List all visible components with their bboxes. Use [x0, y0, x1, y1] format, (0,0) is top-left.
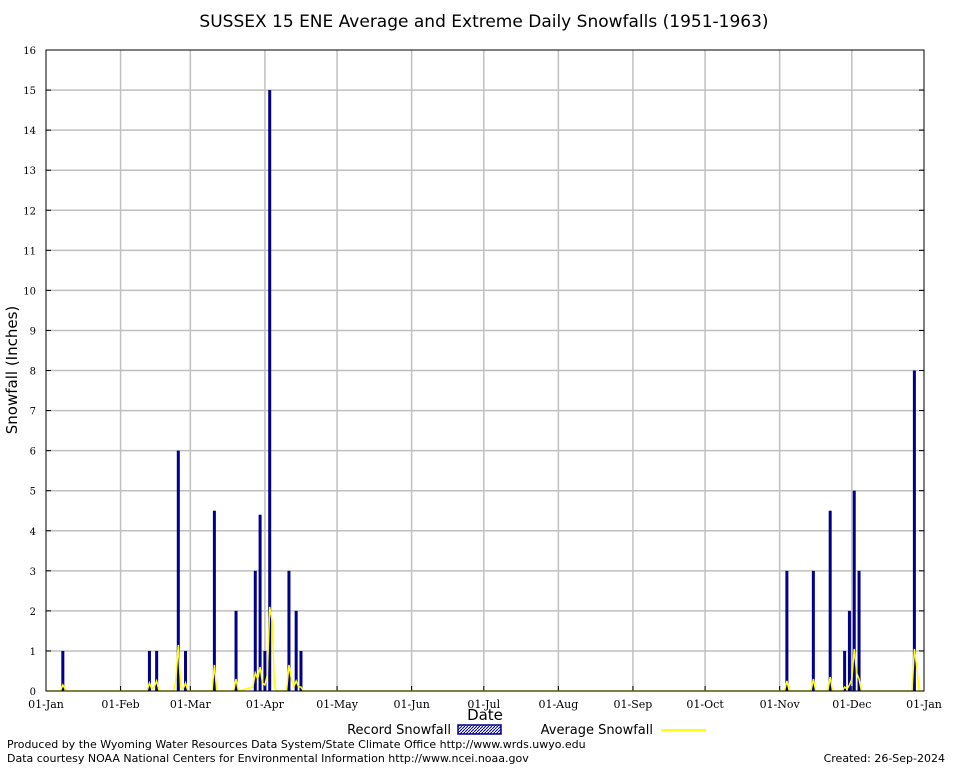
- record-snowfall-bar: [828, 510, 832, 691]
- y-axis-label: Snowfall (Inches): [3, 306, 21, 434]
- x-axis-label: Date: [467, 706, 503, 724]
- x-tick-label: 01-Feb: [101, 698, 139, 711]
- x-tick-label: 01-Jun: [393, 698, 429, 711]
- record-snowfall-bar: [847, 610, 851, 691]
- record-snowfall-bar: [263, 650, 267, 691]
- y-tick-label: 16: [23, 46, 36, 57]
- record-snowfall-bar: [253, 570, 257, 691]
- y-tick-label: 2: [30, 607, 36, 618]
- record-snowfall-bar: [61, 650, 65, 691]
- x-tick-label: 01-Mar: [170, 698, 212, 711]
- x-tick-label: 01-Jul: [467, 698, 500, 711]
- y-tick-label: 6: [30, 447, 36, 458]
- y-tick-label: 8: [30, 367, 36, 378]
- x-tick-label: 01-Oct: [686, 698, 724, 711]
- y-tick-label: 12: [23, 206, 36, 217]
- record-snowfall-bar: [234, 610, 238, 691]
- record-snowfall-bar: [852, 490, 856, 691]
- x-tick-label: 01-Dec: [832, 698, 871, 711]
- record-snowfall-bar: [147, 650, 151, 691]
- legend-average-label: Average Snowfall: [541, 723, 653, 738]
- record-snowfall-bar: [287, 570, 291, 691]
- plot-frame: [45, 49, 925, 692]
- legend: Record Snowfall Average Snowfall: [347, 723, 706, 738]
- footer-data-courtesy: Data courtesy NOAA National Centers for …: [7, 752, 529, 765]
- chart-title: SUSSEX 15 ENE Average and Extreme Daily …: [199, 12, 768, 32]
- record-snowfall-bar: [912, 370, 916, 691]
- y-tick-label: 13: [23, 166, 36, 177]
- record-snowfall-bar: [857, 570, 861, 691]
- footer-created-date: Created: 26-Sep-2024: [823, 752, 945, 765]
- record-snowfall-bar: [299, 650, 303, 691]
- legend-record-swatch: [457, 724, 502, 735]
- x-tick-label: 01-May: [316, 698, 359, 711]
- y-tick-label: 10: [23, 286, 36, 297]
- record-snowfall-bar: [212, 510, 216, 691]
- y-tick-label: 4: [30, 527, 36, 538]
- record-snowfall-bar: [176, 450, 180, 691]
- x-tick-label: 01-Nov: [760, 698, 801, 711]
- record-snowfall-bar: [258, 514, 262, 691]
- y-tick-label: 15: [23, 86, 36, 97]
- y-tick-label: 7: [30, 407, 36, 418]
- x-tick-label: 01-Apr: [246, 698, 285, 711]
- y-tick-label: 14: [23, 126, 36, 137]
- record-snowfall-bars: [61, 90, 916, 691]
- y-tick-label: 11: [23, 246, 36, 257]
- grid-lines: [46, 50, 924, 691]
- y-tick-label: 9: [30, 326, 36, 337]
- legend-record-label: Record Snowfall: [347, 723, 451, 738]
- y-tick-label: 3: [30, 567, 36, 578]
- record-snowfall-bar: [811, 570, 815, 691]
- record-snowfall-bar: [843, 650, 847, 691]
- y-tick-label: 1: [30, 647, 36, 658]
- y-tick-label: 5: [30, 487, 36, 498]
- record-snowfall-bar: [184, 650, 188, 691]
- x-tick-label: 01-Jan: [28, 698, 64, 711]
- record-snowfall-bar: [155, 650, 159, 691]
- x-axis-ticks: 01-Jan 01-Feb 01-Mar 01-Apr 01-May 01-Jun 01-J…: [28, 686, 942, 711]
- footer-produced-by: Produced by the Wyoming Water Resources …: [7, 738, 586, 751]
- x-tick-label: 01-Aug: [538, 698, 578, 711]
- x-tick-label: 01-Jan: [906, 698, 942, 711]
- record-snowfall-bar: [294, 610, 298, 691]
- x-tick-label: 01-Sep: [614, 698, 653, 711]
- record-snowfall-bar: [785, 570, 789, 691]
- y-tick-label: 0: [30, 687, 36, 698]
- record-snowfall-bar: [268, 90, 272, 691]
